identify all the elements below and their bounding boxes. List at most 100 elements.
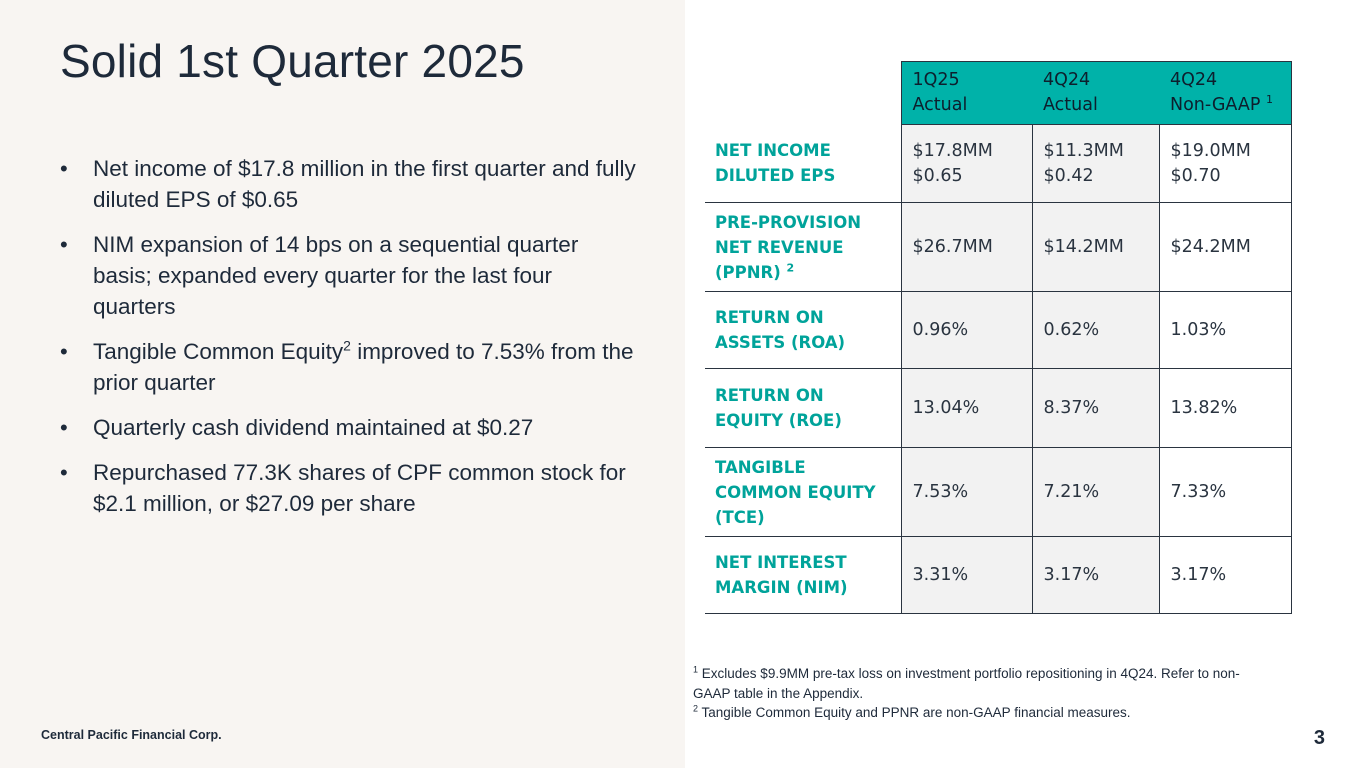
value-cell: $17.8MM $0.65 bbox=[900, 124, 1033, 203]
value-cell: 3.17% bbox=[1032, 536, 1160, 614]
value-line: $24.2MM bbox=[1170, 236, 1251, 257]
page-title: Solid 1st Quarter 2025 bbox=[60, 35, 525, 87]
metric-label: PRE-PROVISION NET REVENUE (PPNR) 2 bbox=[705, 202, 901, 292]
value-line: $0.42 bbox=[1043, 165, 1094, 186]
bullet-item: • Quarterly cash dividend maintained at … bbox=[60, 412, 640, 443]
footnote-marker: 1 bbox=[693, 664, 699, 675]
value-line: $0.70 bbox=[1170, 165, 1221, 186]
footnote-text: GAAP table in the Appendix. bbox=[693, 685, 864, 701]
metric-label-line: NET REVENUE bbox=[715, 237, 844, 257]
metric-label: TANGIBLE COMMON EQUITY (TCE) bbox=[705, 447, 901, 537]
bullet-dot-icon: • bbox=[60, 460, 68, 485]
bullet-text: Net income of $17.8 million in the first… bbox=[93, 156, 636, 212]
value-cell: 13.04% bbox=[900, 368, 1033, 448]
value-line: 7.53% bbox=[912, 481, 969, 502]
value-line: 13.82% bbox=[1170, 397, 1238, 418]
metric-label: RETURN ON EQUITY (ROE) bbox=[705, 368, 901, 448]
column-header-line: Actual bbox=[1043, 95, 1098, 115]
left-panel bbox=[0, 0, 685, 768]
value-line: 1.03% bbox=[1170, 319, 1227, 340]
column-header-4q24-non-gaap: 4Q24 Non-GAAP 1 bbox=[1159, 61, 1292, 125]
value-line: $14.2MM bbox=[1043, 236, 1124, 257]
value-line: 7.21% bbox=[1043, 481, 1100, 502]
metric-label-line: RETURN ON bbox=[715, 308, 824, 327]
bullet-dot-icon: • bbox=[60, 415, 68, 440]
value-line: 3.17% bbox=[1170, 564, 1227, 585]
bullet-item: • Tangible Common Equity2 improved to 7.… bbox=[60, 336, 640, 398]
bullet-dot-icon: • bbox=[60, 232, 68, 257]
value-cell: 3.31% bbox=[900, 536, 1033, 614]
table-row: TANGIBLE COMMON EQUITY (TCE) 7.53% 7.21%… bbox=[705, 447, 1292, 537]
value-cell: 0.62% bbox=[1032, 291, 1160, 369]
column-header-line: 4Q24 bbox=[1170, 70, 1218, 90]
value-line: $11.3MM bbox=[1043, 140, 1124, 161]
column-header-line: 4Q24 bbox=[1043, 70, 1091, 90]
bullet-dot-icon: • bbox=[60, 156, 68, 181]
value-cell: $26.7MM bbox=[900, 202, 1033, 292]
table-row: NET INCOME DILUTED EPS $17.8MM $0.65 $11… bbox=[705, 124, 1292, 203]
value-cell: 7.53% bbox=[900, 447, 1033, 537]
value-cell: 7.33% bbox=[1159, 447, 1292, 537]
column-header-line: Non-GAAP bbox=[1170, 95, 1261, 115]
value-line: $19.0MM bbox=[1170, 140, 1251, 161]
metric-label-line: ASSETS (ROA) bbox=[715, 333, 846, 352]
bullet-item: • NIM expansion of 14 bps on a sequentia… bbox=[60, 229, 640, 322]
value-line: 0.96% bbox=[912, 319, 969, 340]
footnote-text: Tangible Common Equity and PPNR are non-… bbox=[701, 705, 1131, 720]
metric-label-line: RETURN ON bbox=[715, 386, 824, 405]
value-line: 0.62% bbox=[1043, 319, 1100, 340]
metric-label-line: COMMON EQUITY bbox=[715, 482, 876, 502]
kpi-table: 1Q25 Actual 4Q24 Actual 4Q24 Non-GAAP 1 … bbox=[705, 61, 1292, 614]
value-line: $0.65 bbox=[912, 165, 963, 186]
metric-label-line: PRE-PROVISION bbox=[715, 212, 862, 232]
footnote-ref: 1 bbox=[1265, 93, 1273, 107]
page-number: 3 bbox=[1313, 727, 1325, 749]
footnotes: 1 Excludes $9.9MM pre-tax loss on invest… bbox=[693, 664, 1313, 723]
metric-label: RETURN ON ASSETS (ROA) bbox=[705, 291, 901, 369]
metric-label-line: DILUTED EPS bbox=[715, 166, 836, 186]
table-row: NET INTEREST MARGIN (NIM) 3.31% 3.17% 3.… bbox=[705, 536, 1292, 614]
value-cell: 3.17% bbox=[1159, 536, 1292, 614]
footnote-text: Excludes $9.9MM pre-tax loss on investme… bbox=[701, 666, 1240, 681]
table-header-blank bbox=[705, 62, 901, 125]
metric-label: NET INCOME DILUTED EPS bbox=[705, 124, 901, 203]
value-cell: 8.37% bbox=[1032, 368, 1160, 448]
value-line: 3.31% bbox=[912, 564, 969, 585]
metric-label: NET INTEREST MARGIN (NIM) bbox=[705, 536, 901, 614]
metric-label-line: TANGIBLE bbox=[715, 457, 806, 477]
company-name: Central Pacific Financial Corp. bbox=[41, 728, 222, 742]
column-header-line: Actual bbox=[912, 95, 968, 115]
bullet-text: Quarterly cash dividend maintained at $0… bbox=[93, 415, 534, 440]
column-header-4q24-actual: 4Q24 Actual bbox=[1032, 61, 1159, 125]
bullet-item: • Repurchased 77.3K shares of CPF common… bbox=[60, 457, 640, 519]
table-row: RETURN ON ASSETS (ROA) 0.96% 0.62% 1.03% bbox=[705, 291, 1292, 369]
column-header-line: 1Q25 bbox=[912, 70, 960, 90]
value-line: 3.17% bbox=[1043, 564, 1100, 585]
bullet-list: • Net income of $17.8 million in the fir… bbox=[60, 153, 640, 533]
metric-label-line: (PPNR) bbox=[715, 262, 781, 282]
footnote-1: 1 Excludes $9.9MM pre-tax loss on invest… bbox=[693, 664, 1313, 703]
bullet-text: Repurchased 77.3K shares of CPF common s… bbox=[93, 460, 626, 516]
value-line: $17.8MM bbox=[912, 140, 993, 161]
metric-label-line: NET INCOME bbox=[715, 141, 831, 161]
value-line: 8.37% bbox=[1043, 397, 1100, 418]
footnote-marker: 2 bbox=[693, 703, 699, 714]
metric-label-line: (TCE) bbox=[715, 507, 765, 527]
bullet-text-pre: Tangible Common Equity bbox=[93, 339, 344, 364]
column-header-1q25-actual: 1Q25 Actual bbox=[900, 61, 1032, 125]
table-header-row: 1Q25 Actual 4Q24 Actual 4Q24 Non-GAAP 1 bbox=[705, 61, 1292, 125]
value-line: 13.04% bbox=[912, 397, 980, 418]
value-cell: $14.2MM bbox=[1032, 202, 1160, 292]
value-cell: 0.96% bbox=[900, 291, 1033, 369]
metric-label-line: MARGIN (NIM) bbox=[715, 578, 848, 597]
bullet-dot-icon: • bbox=[60, 339, 68, 364]
footnote-ref: 2 bbox=[786, 261, 795, 274]
value-line: 7.33% bbox=[1170, 481, 1227, 502]
value-cell: 7.21% bbox=[1032, 447, 1160, 537]
value-cell: 13.82% bbox=[1159, 368, 1292, 448]
value-cell: $24.2MM bbox=[1159, 202, 1292, 292]
value-cell: 1.03% bbox=[1159, 291, 1292, 369]
footnote-2: 2 Tangible Common Equity and PPNR are no… bbox=[693, 703, 1313, 723]
value-cell: $19.0MM $0.70 bbox=[1159, 124, 1292, 203]
value-cell: $11.3MM $0.42 bbox=[1032, 124, 1160, 203]
